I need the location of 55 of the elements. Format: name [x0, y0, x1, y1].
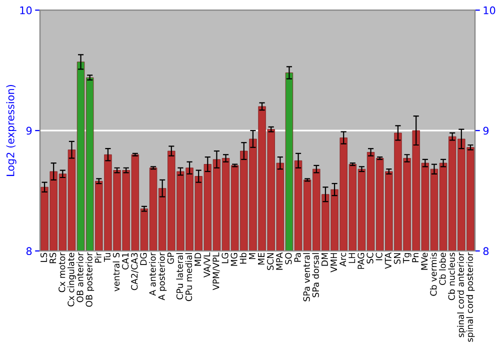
x-tick-label: RS: [50, 252, 56, 264]
y-tick-label: 8: [26, 247, 32, 256]
x-tick-label: Pa: [294, 253, 301, 262]
x-tick-label: Cb lobe: [439, 252, 446, 286]
x-tick-label: IC: [376, 252, 382, 260]
x-tick-label: spinal cord anterior: [457, 252, 466, 338]
x-tick-label: CA2/CA3: [131, 253, 138, 290]
x-tick-label: VPM/VPL: [212, 252, 220, 290]
x-tick-label: LG: [222, 253, 228, 264]
x-tick-label: SC: [366, 252, 374, 264]
x-tick-label: spinal cord posterior: [466, 252, 475, 342]
x-tick-label: Tu: [104, 253, 111, 262]
x-tick-label: A anterior: [149, 252, 156, 296]
x-tick-label: Hb: [240, 252, 246, 264]
x-tick-label: DG: [140, 253, 147, 265]
x-tick-label: A posterior: [158, 252, 167, 300]
x-tick-label: CPu medial: [185, 253, 192, 302]
x-tick-label: CA1: [122, 253, 129, 270]
x-tick-label: SO: [285, 252, 292, 264]
x-tick-label: Pn: [412, 253, 419, 262]
x-tick-label: SCN: [267, 253, 274, 270]
x-tick-label: Arc: [340, 252, 346, 266]
x-tick-label: GP: [167, 252, 174, 264]
y-tick-label: 10: [20, 6, 32, 14]
x-tick-label: CPu lateral: [176, 253, 184, 300]
x-tick-label: ventral S: [112, 252, 120, 292]
x-tick-label: PAG: [358, 253, 364, 269]
x-tick-label: MD: [194, 252, 202, 266]
x-tick-label: MPA: [276, 252, 283, 270]
x-tick-label: Cx cingulate: [67, 252, 76, 306]
x-tick-label: MG: [230, 253, 238, 266]
x-tick-label: SPa dorsal: [312, 253, 319, 298]
x-tick-label: Tg: [403, 253, 412, 264]
x-tick-label: MVe: [421, 252, 428, 270]
x-tick-label: SN: [394, 253, 401, 264]
x-tick-label: SPa ventral: [303, 253, 310, 302]
x-tick-label: DM: [322, 253, 328, 266]
x-tick-label: Cb nucleus: [448, 252, 455, 300]
x-tick-label: VTA: [384, 252, 392, 269]
x-tick-label: ME: [258, 252, 264, 265]
x-tick-label: VA/VL: [204, 252, 211, 278]
x-tick-label: Pir: [94, 252, 102, 263]
x-tick-label: OB posterior: [86, 252, 94, 307]
y2-tick-label: 8: [483, 247, 489, 256]
y2-tick-label: 9: [483, 126, 489, 135]
x-tick-label: LS: [40, 252, 48, 262]
x-tick-label: OB anterior: [76, 252, 84, 302]
y2-tick-label: 10: [484, 6, 496, 14]
x-tick-label: Cx motor: [58, 252, 66, 292]
x-tick-label: M: [249, 253, 256, 260]
x-tick-label: LH: [348, 253, 356, 263]
x-tick-label: Cb vermis: [430, 252, 437, 296]
x-tick-label: VMH: [330, 253, 337, 272]
y-axis-title: Log2 (expression): [6, 85, 16, 176]
y-tick-label: 9: [26, 126, 32, 135]
